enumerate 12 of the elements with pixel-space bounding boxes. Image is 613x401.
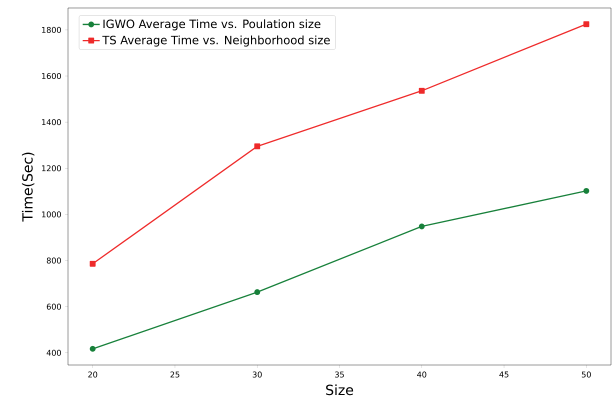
legend-label: IGWO Average Time vs. Poulation size xyxy=(103,19,320,30)
point xyxy=(254,289,260,296)
point xyxy=(254,143,260,150)
point xyxy=(418,223,425,230)
x-axis-title: Size xyxy=(326,384,354,396)
point xyxy=(90,346,96,352)
point xyxy=(583,188,590,194)
y-axis-title: Time(Sec) xyxy=(22,152,34,222)
point xyxy=(583,21,590,28)
point xyxy=(418,88,425,94)
legend-label: TS Average Time vs. Neighborhood size xyxy=(102,36,330,47)
point xyxy=(90,260,96,267)
